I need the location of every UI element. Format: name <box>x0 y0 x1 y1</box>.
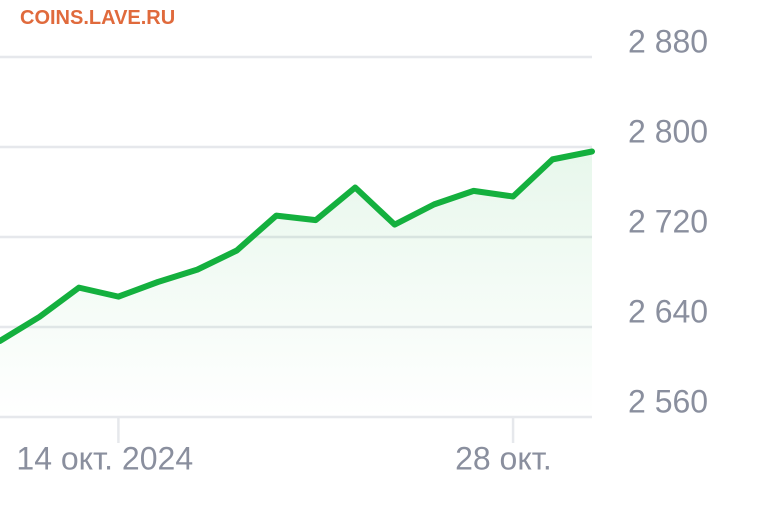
x-tick-label: 14 окт. 2024 <box>16 440 193 476</box>
y-tick-label: 2 560 <box>628 383 708 419</box>
line <box>0 148 595 344</box>
watermark: COINS.LAVE.RU <box>20 7 175 29</box>
x-tick-label: 28 окт. <box>455 440 552 476</box>
y-tick-label: 2 880 <box>628 23 708 59</box>
area <box>0 151 592 417</box>
y-tick-label: 2 800 <box>628 113 708 149</box>
y-tick-label: 2 720 <box>628 203 708 239</box>
y-tick-label: 2 640 <box>628 293 708 329</box>
